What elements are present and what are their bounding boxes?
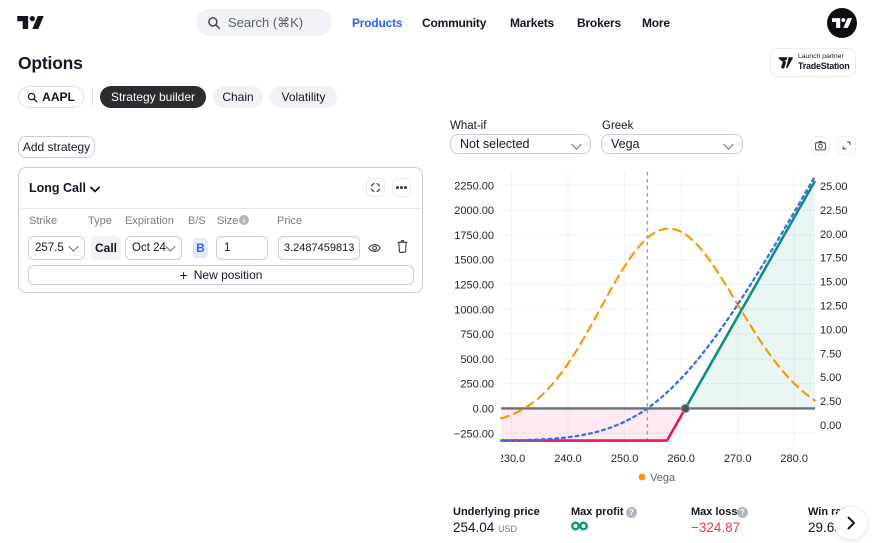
- svg-text:1750.00: 1750.00: [454, 230, 494, 242]
- svg-text:1000.00: 1000.00: [454, 304, 494, 316]
- svg-text:15.00: 15.00: [820, 277, 848, 289]
- svg-text:2.50: 2.50: [820, 396, 841, 408]
- svg-text:20.00: 20.00: [820, 229, 848, 241]
- svg-text:25.00: 25.00: [820, 181, 848, 193]
- svg-text:270.0: 270.0: [724, 453, 752, 465]
- svg-text:1250.00: 1250.00: [454, 280, 494, 292]
- svg-text:5.00: 5.00: [820, 372, 841, 384]
- svg-text:500.00: 500.00: [460, 354, 494, 366]
- svg-text:260.0: 260.0: [667, 453, 695, 465]
- svg-text:280.0: 280.0: [780, 453, 808, 465]
- svg-text:7.50: 7.50: [820, 348, 841, 360]
- svg-text:12.50: 12.50: [820, 301, 848, 313]
- svg-text:Vega: Vega: [650, 472, 676, 484]
- svg-text:10.00: 10.00: [820, 324, 848, 336]
- svg-text:240.0: 240.0: [554, 453, 582, 465]
- svg-text:2250.00: 2250.00: [454, 180, 494, 192]
- svg-text:22.50: 22.50: [820, 205, 848, 217]
- svg-text:0.00: 0.00: [820, 420, 841, 432]
- svg-text:17.50: 17.50: [820, 253, 848, 265]
- svg-text:0.00: 0.00: [473, 404, 494, 416]
- svg-text:2000.00: 2000.00: [454, 205, 494, 217]
- svg-text:750.00: 750.00: [460, 329, 494, 341]
- svg-text:250.0: 250.0: [611, 453, 639, 465]
- svg-text:230.0: 230.0: [498, 453, 526, 465]
- svg-text:−250.00: −250.00: [454, 428, 494, 440]
- svg-text:1500.00: 1500.00: [454, 255, 494, 267]
- svg-text:250.00: 250.00: [460, 379, 494, 391]
